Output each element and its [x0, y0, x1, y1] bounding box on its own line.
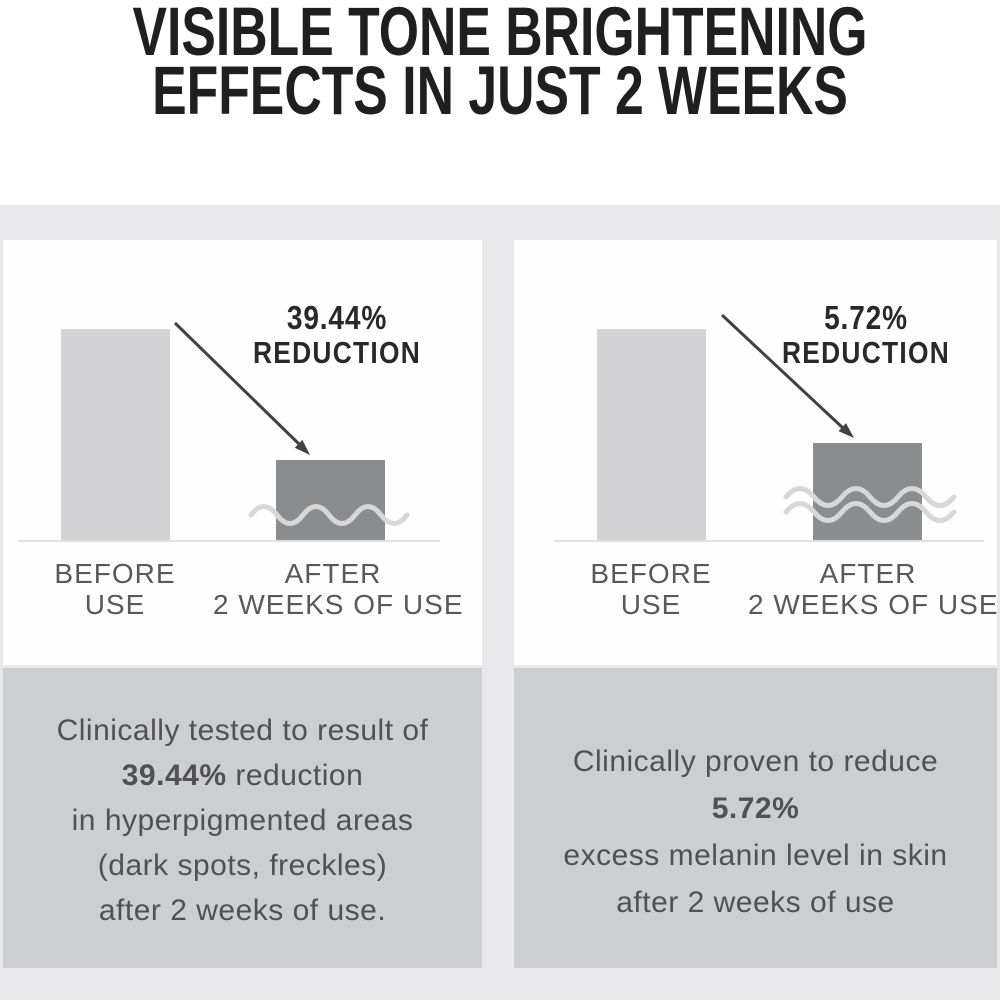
caption-text: after 2 weeks of use: [616, 886, 895, 919]
after-label-line-1: AFTER: [284, 558, 382, 589]
reduction-label: REDUCTION: [252, 335, 422, 370]
page-title-line-2: EFFECTS IN JUST 2 WEEKS: [152, 52, 848, 129]
reduction-arrow-icon: [720, 313, 854, 438]
after-use-label: AFTER 2 WEEKS OF USE: [213, 558, 464, 620]
caption-text: excess melanin level in skin: [563, 839, 948, 872]
after-use-bar: [276, 460, 385, 540]
caption-line: Clinically tested to result of: [3, 708, 482, 753]
reduction-value: 39.44%: [286, 299, 388, 336]
caption-text: after 2 weeks of use.: [98, 894, 387, 927]
before-use-bar: [61, 329, 170, 540]
axis-break-wave-icon: [783, 486, 957, 523]
chart-card-hyperpigmentation: 39.44% REDUCTION BEFORE USE AFTER 2 WEEK…: [3, 240, 482, 665]
reduction-annotation: 39.44% REDUCTION: [218, 300, 456, 370]
caption-text: Clinically proven to reduce: [572, 745, 939, 778]
caption-line: after 2 weeks of use: [514, 879, 997, 926]
axis-break-wave-icon: [248, 504, 410, 526]
after-label-line-2: 2 WEEKS OF USE: [748, 589, 999, 620]
caption-line: excess melanin level in skin: [514, 832, 997, 879]
caption-line: (dark spots, freckles): [3, 843, 482, 888]
page-title-line-1: VISIBLE TONE BRIGHTENING: [132, 0, 868, 70]
before-use-bar: [597, 329, 706, 540]
before-label-line-1: BEFORE: [590, 558, 712, 589]
before-label-line-1: BEFORE: [54, 558, 176, 589]
caption-text: Clinically tested to result of: [56, 714, 429, 747]
before-label-line-2: USE: [84, 589, 146, 620]
caption-text: (dark spots, freckles): [97, 849, 388, 882]
reduction-annotation: 5.72% REDUCTION: [747, 300, 985, 370]
before-label-line-2: USE: [620, 589, 682, 620]
caption-bold-value: 39.44%: [121, 759, 227, 792]
before-use-label: BEFORE USE: [571, 558, 731, 620]
axis-baseline: [554, 540, 984, 542]
caption-line: after 2 weeks of use.: [3, 888, 482, 933]
chart-card-melanin: 5.72% REDUCTION BEFORE USE AFTER 2 WEEKS…: [514, 240, 999, 665]
after-use-label: AFTER 2 WEEKS OF USE: [748, 558, 999, 620]
caption-line: 5.72%: [514, 785, 997, 832]
reduction-value: 5.72%: [824, 299, 908, 336]
caption-line: Clinically proven to reduce: [514, 738, 997, 785]
after-label-line-1: AFTER: [819, 558, 917, 589]
caption-text: in hyperpigmented areas: [71, 804, 414, 837]
reduction-label: REDUCTION: [781, 335, 951, 370]
caption-text: reduction: [226, 759, 364, 792]
axis-baseline: [18, 540, 440, 542]
caption-bold-value: 5.72%: [711, 792, 800, 825]
reduction-arrow-icon: [173, 321, 310, 455]
after-label-line-2: 2 WEEKS OF USE: [213, 589, 464, 620]
caption-panel-melanin: Clinically proven to reduce 5.72% excess…: [514, 668, 997, 968]
caption-panel-hyperpigmentation: Clinically tested to result of 39.44% re…: [3, 668, 482, 968]
caption-line: 39.44% reduction: [3, 753, 482, 798]
caption-line: in hyperpigmented areas: [3, 798, 482, 843]
before-use-label: BEFORE USE: [35, 558, 195, 620]
